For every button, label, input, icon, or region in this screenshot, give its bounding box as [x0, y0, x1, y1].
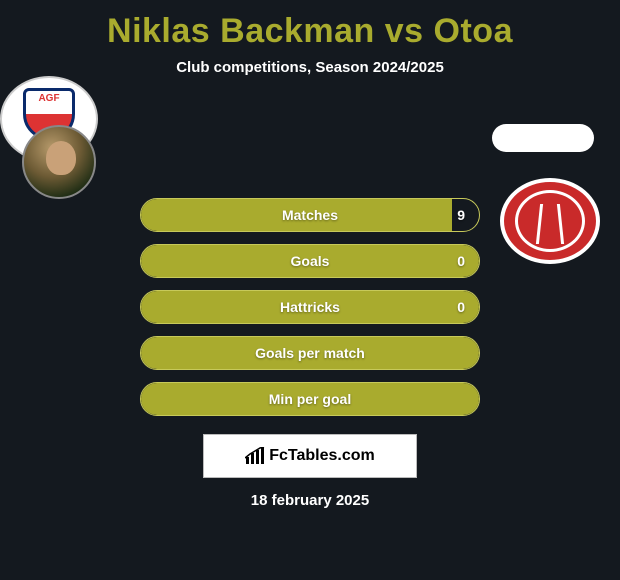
player-left-avatar [22, 125, 96, 199]
stat-row-goals-per-match: Goals per match [140, 336, 480, 370]
watermark-text: FcTables.com [269, 447, 375, 465]
bar-chart-icon [245, 447, 265, 465]
footer-date: 18 february 2025 [0, 492, 620, 509]
stat-label: Min per goal [269, 391, 351, 407]
club-right-code [515, 190, 585, 252]
stat-row-goals: Goals 0 [140, 244, 480, 278]
stat-value-right: 0 [457, 299, 465, 315]
stat-row-matches: Matches 9 [140, 198, 480, 232]
stat-row-min-per-goal: Min per goal [140, 382, 480, 416]
stat-label: Goals [291, 253, 330, 269]
stat-label: Goals per match [255, 345, 365, 361]
stat-value-right: 0 [457, 253, 465, 269]
stat-row-hattricks: Hattricks 0 [140, 290, 480, 324]
stat-value-right: 9 [457, 207, 465, 223]
stat-label: Matches [282, 207, 338, 223]
player-right-avatar-placeholder [492, 124, 594, 152]
stat-label: Hattricks [280, 299, 340, 315]
player-right-club-logo [500, 178, 600, 264]
page-subtitle: Club competitions, Season 2024/2025 [0, 59, 620, 76]
page-title: Niklas Backman vs Otoa [0, 0, 620, 51]
watermark-box: FcTables.com [203, 434, 417, 478]
